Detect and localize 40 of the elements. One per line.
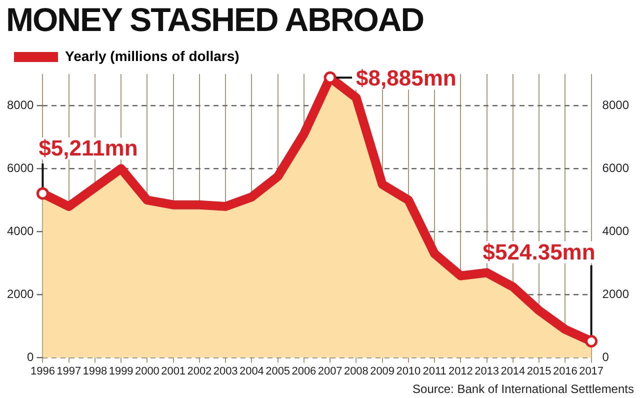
x-tick-label: 2009 — [370, 365, 395, 378]
x-tick-label: 2004 — [239, 365, 264, 378]
y2-tick-label: 0 — [602, 350, 610, 364]
x-tick-label: 2001 — [161, 365, 186, 378]
chart-title: MONEY STASHED ABROAD — [5, 0, 425, 40]
source-note: Source: Bank of International Settlements — [412, 382, 634, 396]
x-tick-label: 1997 — [56, 365, 82, 378]
y-tick-label: 6000 — [6, 160, 34, 175]
y2-tick-label: 2000 — [602, 287, 630, 302]
x-tick-label: 2011 — [422, 365, 446, 378]
x-tick-label: 2008 — [344, 365, 368, 378]
x-tick-label: 2010 — [396, 365, 421, 378]
x-tick-label: 1999 — [108, 365, 134, 378]
annotation: $8,885mn — [356, 66, 456, 91]
x-tick-label: 2014 — [500, 365, 526, 378]
x-tick-label: 2005 — [266, 365, 290, 378]
x-tick-label: 1998 — [82, 365, 108, 378]
y-tick-label: 8000 — [6, 98, 34, 112]
x-tick-label: 2000 — [134, 365, 160, 378]
x-tick-label: 2013 — [474, 365, 500, 378]
annotation: $5,211mn — [38, 135, 138, 160]
annotation: $524.35mn — [482, 239, 596, 264]
point — [36, 187, 49, 200]
x-tick-label: 2016 — [552, 365, 578, 378]
x-tick-label: 1996 — [30, 365, 55, 378]
x-tick-label: 2012 — [448, 365, 473, 378]
y-tick-label: 2000 — [6, 287, 34, 302]
y2-tick-label: 4000 — [602, 224, 630, 238]
x-tick-label: 2002 — [187, 365, 212, 378]
legend-label: Yearly (millions of dollars) — [65, 48, 240, 64]
y-tick-label: 4000 — [6, 224, 34, 238]
x-tick-label: 2007 — [318, 365, 342, 378]
x-tick-label: 2015 — [526, 365, 552, 378]
x-tick-label: 2006 — [292, 365, 316, 378]
y2-tick-label: 6000 — [602, 160, 630, 175]
y-tick-label: 0 — [27, 350, 34, 364]
x-tick-label: 2017 — [579, 365, 604, 378]
point — [585, 335, 598, 348]
y2-tick-label: 8000 — [602, 98, 630, 112]
x-tick-label: 2003 — [213, 365, 238, 378]
